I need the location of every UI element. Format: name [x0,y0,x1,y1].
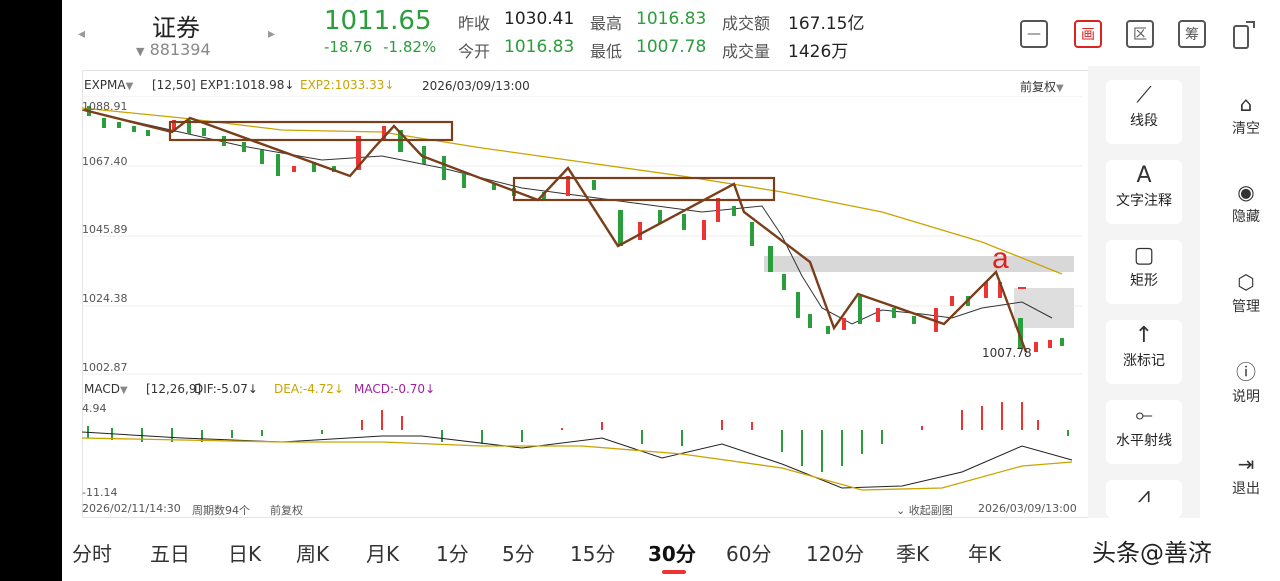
y-label: 1024.38 [82,292,128,305]
clear-button[interactable]: ⌂ 清空 [1212,90,1280,138]
eye-icon: ◉ [1237,180,1255,204]
macd-chart[interactable] [82,398,1082,496]
indicator-selector[interactable]: EXPMA▼ [84,78,134,92]
watermark: 头条@善济 [1092,539,1212,567]
rotate-screen-icon[interactable] [1230,18,1260,50]
gray-zone [764,256,1074,272]
open-value: 1016.83 [504,37,575,57]
turnover-label: 成交额 [722,14,771,33]
low-marker: 1007.78 [982,346,1032,360]
box-drawing [512,176,776,202]
macd-y-min: -11.14 [82,486,118,499]
price-chart[interactable]: a [82,96,1082,378]
stock-code[interactable]: ▼ 881394 [136,40,211,59]
draw-mode-icon[interactable]: 画 [1074,20,1102,48]
segment-icon: ⟋ [1136,83,1152,108]
minimize-icon[interactable]: — [1020,20,1048,48]
tool-horizontal-ray[interactable]: ⟜ 水平射线 [1106,400,1182,464]
tab-quarterly[interactable]: 季K [896,542,930,566]
box-drawing [168,120,454,142]
hide-button[interactable]: ◉ 隐藏 [1212,178,1280,226]
open-label: 今开 [458,42,491,61]
start-time: 2026/02/11/14:30 [82,502,181,515]
dea-value: DEA:-4.72↓ [274,382,344,396]
exp1-value: EXP1:1018.98↓ [200,78,295,92]
tab-60min[interactable]: 60分 [726,542,772,566]
macd-y-max: 4.94 [82,402,107,415]
collapse-subchart-button[interactable]: ⌄ 收起副图 [896,504,953,517]
tool-segment[interactable]: ⟋ 线段 [1106,80,1182,144]
tab-monthly[interactable]: 月K [366,542,400,566]
current-price: 1011.65 [324,6,432,36]
y-label: 1067.40 [82,155,128,168]
rectangle-icon: ▢ [1133,243,1155,268]
trend-drawing [83,108,1028,353]
arrow-up-icon: ↑ [1134,323,1154,348]
tab-daily[interactable]: 日K [228,542,262,566]
volume-label: 成交量 [722,42,771,61]
volume-value: 1426万 [788,42,849,62]
tab-30min[interactable]: 30分 [648,542,696,566]
question-icon: ⓘ [1236,360,1256,384]
manage-button[interactable]: ⬡ 管理 [1212,268,1280,316]
annotation-text: a [992,242,1009,275]
drawing-tools-panel: ⟋ 线段 A 文字注释 ▢ 矩形 ↑ 涨标记 ⟜ 水平射线 ⩘ [1088,66,1200,518]
trash-icon: ⌂ [1239,92,1253,116]
low-value: 1007.78 [636,37,707,57]
y-label-max: 1088.91 [82,100,128,113]
pattern-icon: ⩘ [1137,483,1151,508]
tool-rectangle[interactable]: ▢ 矩形 [1106,240,1182,304]
end-time: 2026/03/09/13:00 [978,502,1077,515]
prev-close-label: 昨收 [458,14,491,33]
period-count: 周期数94个 [192,504,250,517]
gray-zone [1014,288,1074,328]
interval-stat-icon[interactable]: 区 [1126,20,1154,48]
tab-yearly[interactable]: 年K [968,542,1002,566]
high-value: 1016.83 [636,9,707,29]
adjust-mode: 前复权 [270,504,303,517]
hexagon-icon: ⬡ [1237,270,1255,294]
text-icon: A [1136,163,1152,188]
dif-value: DIF:-5.07↓ [194,382,258,396]
tab-5min[interactable]: 5分 [502,542,535,566]
price-change: -18.76 -1.82% [324,38,437,56]
chevron-down-icon: ▼ [136,45,145,58]
macd-selector[interactable]: MACD▼ [84,382,128,396]
stock-name: 证券 [152,14,200,42]
tool-up-marker[interactable]: ↑ 涨标记 [1106,320,1182,384]
tab-intraday[interactable]: 分时 [72,542,112,566]
tab-1min[interactable]: 1分 [436,542,469,566]
exit-icon: ⇥ [1237,452,1255,476]
adjust-mode-selector[interactable]: 前复权▼ [1020,80,1064,94]
tool-text-annotation[interactable]: A 文字注释 [1106,160,1182,224]
next-stock-arrow-icon[interactable]: ▸ [268,26,276,42]
exit-button[interactable]: ⇥ 退出 [1212,450,1280,498]
y-label: 1045.89 [82,223,128,236]
prev-stock-arrow-icon[interactable]: ◂ [78,26,86,42]
tab-5day[interactable]: 五日 [150,542,190,566]
turnover-value: 167.15亿 [788,14,865,34]
chevron-down-icon: ⌄ [896,504,906,517]
prev-close-value: 1030.41 [504,9,575,29]
high-label: 最高 [590,14,623,33]
indicator-params: [12,50] [152,78,196,92]
ray-icon: ⟜ [1135,403,1153,428]
macd-value: MACD:-0.70↓ [354,382,436,396]
exp1-line [82,109,1053,325]
active-tab-indicator [662,570,686,574]
exp2-line [82,107,1063,275]
tab-120min[interactable]: 120分 [806,542,865,566]
tab-15min[interactable]: 15分 [570,542,616,566]
y-label-min: 1002.87 [82,361,128,374]
tab-weekly[interactable]: 周K [296,542,330,566]
chips-icon[interactable]: 筹 [1178,20,1206,48]
period-tabs: 分时 五日 日K 周K 月K 1分 5分 15分 30分 60分 120分 季K… [62,532,1280,574]
low-label: 最低 [590,42,623,61]
help-button[interactable]: ⓘ 说明 [1212,358,1280,406]
macd-params: [12,26,9] [146,382,202,396]
stock-detail-screen: ◂ 证券 ▼ 881394 ▸ 1011.65 -18.76 -1.82% 昨收… [62,0,1280,581]
exp2-value: EXP2:1033.33↓ [300,78,395,92]
crosshair-time: 2026/03/09/13:00 [422,79,530,93]
tool-more[interactable]: ⩘ [1106,480,1182,518]
